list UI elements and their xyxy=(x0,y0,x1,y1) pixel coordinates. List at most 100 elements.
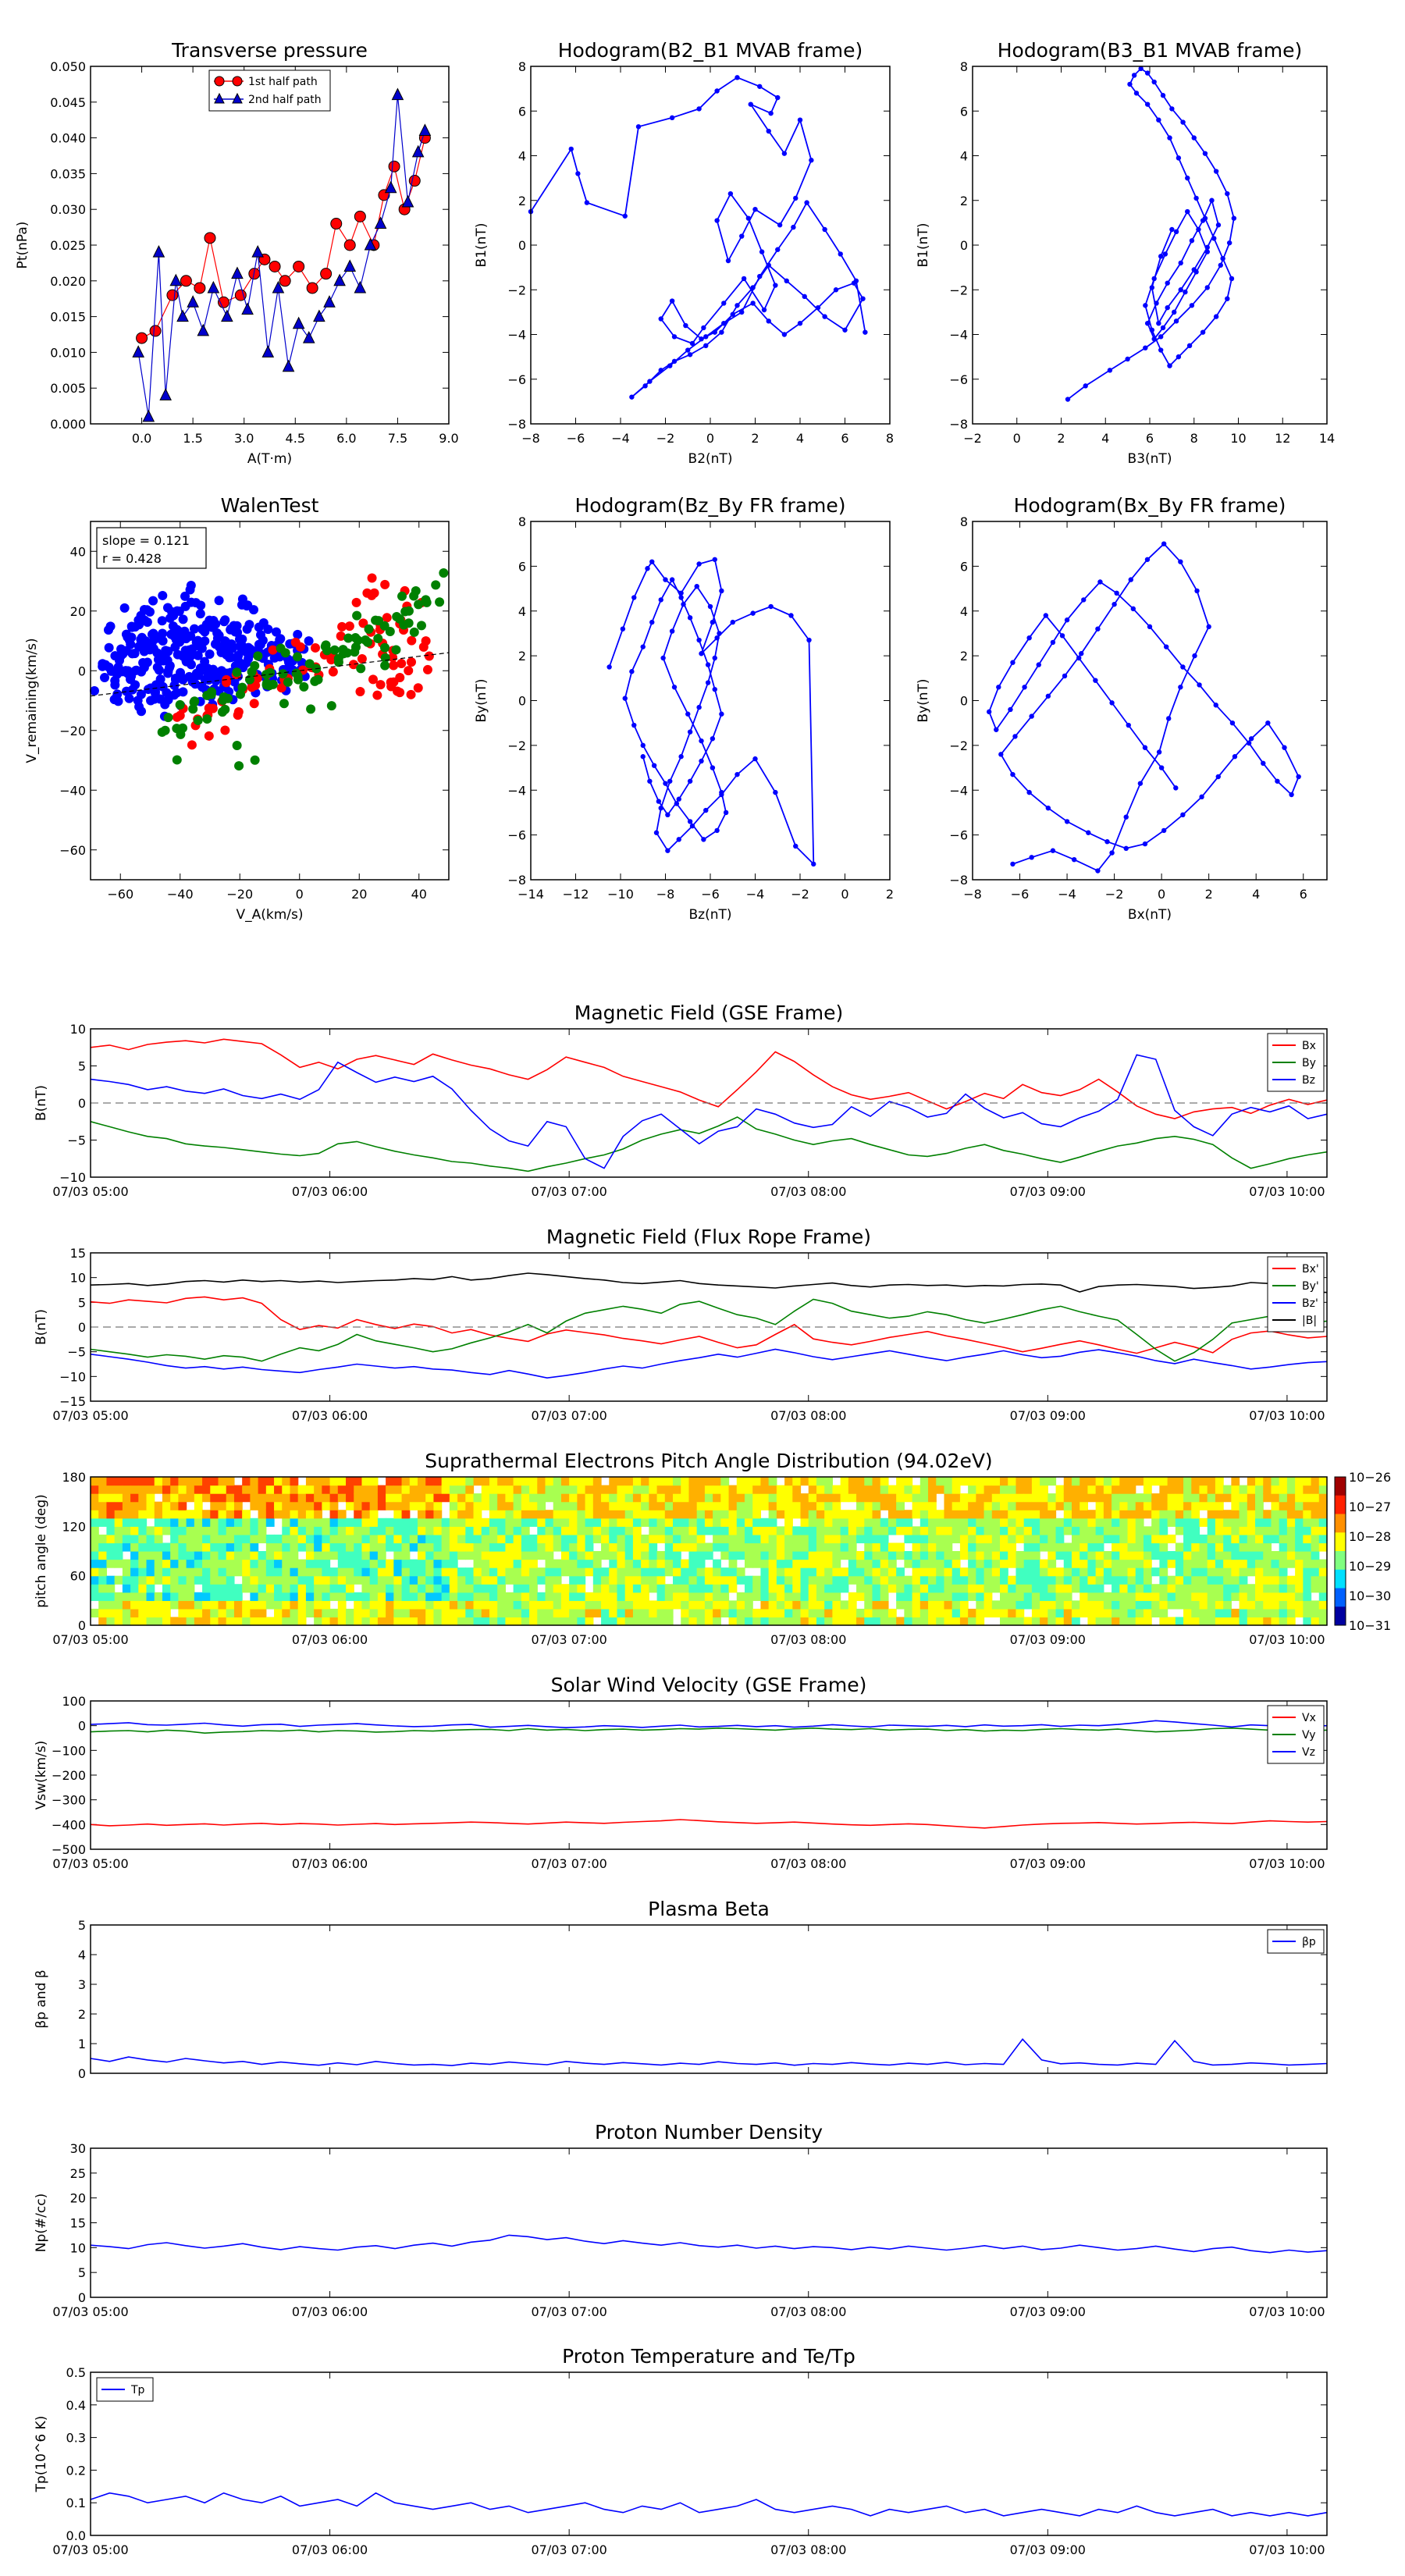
heatmap-cell xyxy=(1063,1551,1072,1560)
heatmap-cell xyxy=(401,1485,411,1494)
y-tick-label: 0.020 xyxy=(50,274,86,289)
data-point xyxy=(660,655,666,661)
heatmap-cell xyxy=(337,1584,347,1593)
data-point xyxy=(142,409,155,422)
heatmap-cell xyxy=(704,1526,713,1535)
heatmap-cell xyxy=(768,1584,777,1593)
x-tick-label: 0 xyxy=(1013,431,1021,446)
heatmap-cell xyxy=(951,1559,961,1568)
heatmap-cell xyxy=(290,1501,299,1510)
scatter-point xyxy=(230,627,240,637)
heatmap-cell xyxy=(1000,1477,1008,1486)
heatmap-cell xyxy=(728,1559,738,1568)
heatmap-cell xyxy=(314,1517,322,1527)
hodogram-line xyxy=(1067,67,1235,400)
heatmap-cell xyxy=(386,1501,394,1510)
heatmap-cell xyxy=(162,1517,171,1527)
heatmap-cell xyxy=(681,1493,690,1503)
heatmap-cell xyxy=(505,1600,514,1610)
heatmap-cell xyxy=(681,1608,690,1618)
heatmap-cell xyxy=(290,1551,299,1560)
heatmap-cell xyxy=(560,1501,570,1510)
y-tick-label: −8 xyxy=(507,873,526,888)
heatmap-cell xyxy=(704,1493,713,1503)
heatmap-cell xyxy=(1087,1477,1097,1486)
heatmap-cell xyxy=(361,1534,371,1544)
heatmap-cell xyxy=(1199,1617,1208,1626)
data-point xyxy=(1144,320,1151,326)
heatmap-cell xyxy=(98,1551,108,1560)
heatmap-cell xyxy=(1263,1485,1272,1494)
heatmap-cell xyxy=(808,1526,817,1535)
heatmap-cell xyxy=(784,1526,793,1535)
heatmap-cell xyxy=(984,1542,993,1552)
data-point xyxy=(606,664,612,670)
chart-title: Hodogram(Bz_By FR frame) xyxy=(574,494,845,517)
heatmap-cell xyxy=(1191,1600,1200,1610)
heatmap-cell xyxy=(274,1592,283,1601)
heatmap-cell xyxy=(1008,1485,1017,1494)
scatter-point xyxy=(373,634,383,644)
heatmap-cell xyxy=(736,1501,745,1510)
heatmap-cell xyxy=(1231,1485,1240,1494)
heatmap-cell xyxy=(354,1617,363,1626)
heatmap-cell xyxy=(1127,1584,1136,1593)
heatmap-cell xyxy=(569,1485,578,1494)
heatmap-cell xyxy=(282,1608,291,1618)
heatmap-cell xyxy=(449,1534,458,1544)
plot-frame xyxy=(90,2371,1328,2536)
heatmap-cell xyxy=(114,1526,123,1535)
heatmap-cell xyxy=(1143,1592,1152,1601)
heatmap-cell xyxy=(297,1600,307,1610)
scatter-point xyxy=(364,624,374,634)
heatmap-cell xyxy=(776,1575,785,1585)
heatmap-cell xyxy=(1167,1584,1176,1593)
x-tick-label: 07/03 08:00 xyxy=(770,1856,846,1871)
heatmap-cell xyxy=(1279,1617,1288,1626)
scatter-point xyxy=(152,662,162,672)
heatmap-cell xyxy=(265,1534,275,1544)
y-tick-label: −6 xyxy=(507,828,526,843)
heatmap-cell xyxy=(768,1534,777,1544)
heatmap-cell xyxy=(824,1477,833,1486)
data-point xyxy=(671,358,678,365)
heatmap-cell xyxy=(1183,1510,1192,1519)
heatmap-cell xyxy=(1055,1600,1065,1610)
heatmap-cell xyxy=(1175,1542,1184,1552)
heatmap-cell xyxy=(146,1510,155,1519)
data-point xyxy=(759,249,765,254)
heatmap-cell xyxy=(1000,1575,1008,1585)
heatmap-cell xyxy=(904,1517,913,1527)
heatmap-cell xyxy=(489,1477,498,1486)
heatmap-cell xyxy=(848,1559,857,1568)
heatmap-cell xyxy=(959,1526,969,1535)
heatmap-cell xyxy=(1263,1608,1272,1618)
legend-label: βp xyxy=(1302,1936,1316,1948)
data-point xyxy=(694,583,699,589)
data-point xyxy=(330,218,343,230)
heatmap-cell xyxy=(968,1608,976,1618)
x-tick-label: 4.5 xyxy=(286,431,305,446)
heatmap-cell xyxy=(1119,1600,1129,1610)
heatmap-cell xyxy=(282,1617,291,1626)
heatmap-cell xyxy=(585,1559,594,1568)
heatmap-cell xyxy=(912,1567,921,1577)
heatmap-cell xyxy=(976,1526,985,1535)
heatmap-cell xyxy=(896,1567,905,1577)
heatmap-cell xyxy=(1135,1584,1144,1593)
data-point xyxy=(665,848,670,853)
heatmap-cell xyxy=(242,1510,251,1519)
heatmap-cell xyxy=(1199,1567,1208,1577)
scatter-point xyxy=(146,696,156,706)
heatmap-cell xyxy=(233,1501,243,1510)
heatmap-cell xyxy=(1223,1608,1232,1618)
heatmap-cell xyxy=(792,1493,802,1503)
heatmap-cell xyxy=(880,1575,889,1585)
x-tick-label: 4 xyxy=(1252,887,1260,902)
heatmap-cell xyxy=(840,1584,849,1593)
heatmap-cell xyxy=(632,1534,642,1544)
heatmap-cell xyxy=(976,1534,985,1544)
scatter-point xyxy=(380,653,390,663)
heatmap-cell xyxy=(856,1617,865,1626)
heatmap-cell xyxy=(114,1617,123,1626)
